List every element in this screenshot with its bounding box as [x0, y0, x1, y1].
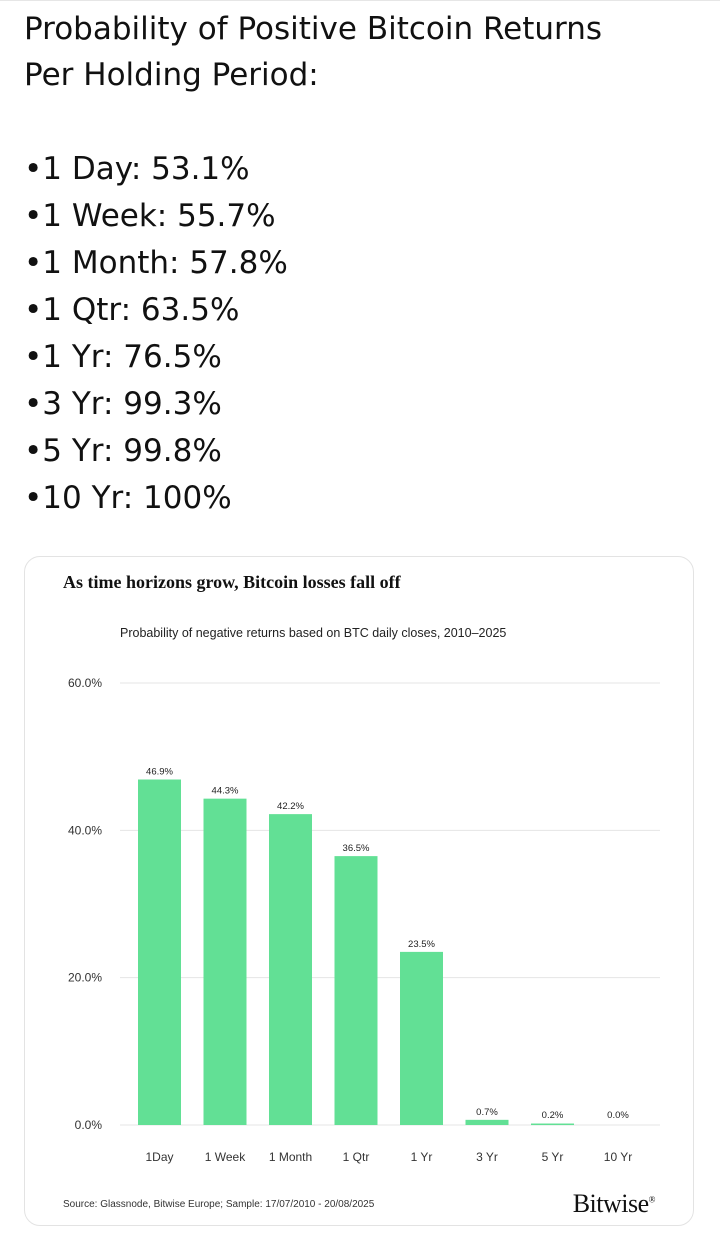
- x-tick-label: 3 Yr: [476, 1150, 498, 1164]
- x-tick-label: 1 Month: [269, 1150, 312, 1164]
- bitwise-logo: Bitwise®: [572, 1189, 656, 1218]
- x-tick-label: 1 Qtr: [343, 1150, 370, 1164]
- bullet-item: •1 Yr: 76.5%: [24, 339, 222, 375]
- bar: [203, 798, 247, 1125]
- bullet-list: •1 Day: 53.1% •1 Week: 55.7% •1 Month: 5…: [24, 146, 704, 522]
- bar: [334, 856, 378, 1125]
- bar: [269, 814, 312, 1125]
- x-tick-label: 1 Week: [205, 1150, 246, 1164]
- bar-chart: 0.0% 20.0% 40.0% 60.0% 46.9% 1Day 44.3% 1 Week 4…: [68, 676, 660, 1164]
- post-title: Probability of Positive Bitcoin Returns …: [24, 11, 602, 93]
- bullet-item: •1 Qtr: 63.5%: [24, 292, 240, 328]
- bullet-item: •5 Yr: 99.8%: [24, 433, 222, 469]
- bar-value-label: 36.5%: [343, 843, 370, 854]
- x-tick-label: 10 Yr: [604, 1150, 632, 1164]
- bar-value-label: 0.0%: [607, 1110, 629, 1121]
- bar-value-label: 23.5%: [408, 939, 435, 950]
- post-body: Probability of Positive Bitcoin Returns …: [24, 6, 704, 522]
- chart-subtitle: Probability of negative returns based on…: [120, 626, 507, 640]
- bar-value-label: 46.9%: [146, 767, 173, 778]
- chart-source: Source: Glassnode, Bitwise Europe; Sampl…: [63, 1199, 375, 1210]
- bar-value-label: 0.7%: [476, 1107, 498, 1118]
- bullet-item: •3 Yr: 99.3%: [24, 386, 222, 422]
- top-divider: [0, 0, 720, 1]
- bullet-item: •1 Week: 55.7%: [24, 198, 276, 234]
- bullet-item: •10 Yr: 100%: [24, 480, 232, 516]
- chart-image-card[interactable]: As time horizons grow, Bitcoin losses fa…: [24, 556, 694, 1226]
- bar-value-label: 42.2%: [277, 801, 304, 812]
- chart-title: As time horizons grow, Bitcoin losses fa…: [63, 572, 401, 592]
- bullet-item: •1 Day: 53.1%: [24, 151, 250, 187]
- x-tick-label: 5 Yr: [542, 1150, 564, 1164]
- bar: [465, 1119, 509, 1125]
- bar: [400, 951, 443, 1125]
- bar: [138, 779, 181, 1125]
- bar-value-label: 0.2%: [542, 1110, 564, 1121]
- y-tick-label: 40.0%: [68, 823, 102, 837]
- bar: [531, 1123, 574, 1126]
- y-tick-label: 20.0%: [68, 971, 102, 985]
- y-tick-label: 60.0%: [68, 676, 102, 690]
- bar-value-label: 44.3%: [212, 786, 239, 797]
- brand-text: Bitwise: [572, 1189, 649, 1218]
- y-tick-label: 0.0%: [75, 1118, 103, 1132]
- bullet-item: •1 Month: 57.8%: [24, 245, 288, 281]
- x-tick-label: 1Day: [145, 1150, 173, 1164]
- x-tick-label: 1 Yr: [411, 1150, 433, 1164]
